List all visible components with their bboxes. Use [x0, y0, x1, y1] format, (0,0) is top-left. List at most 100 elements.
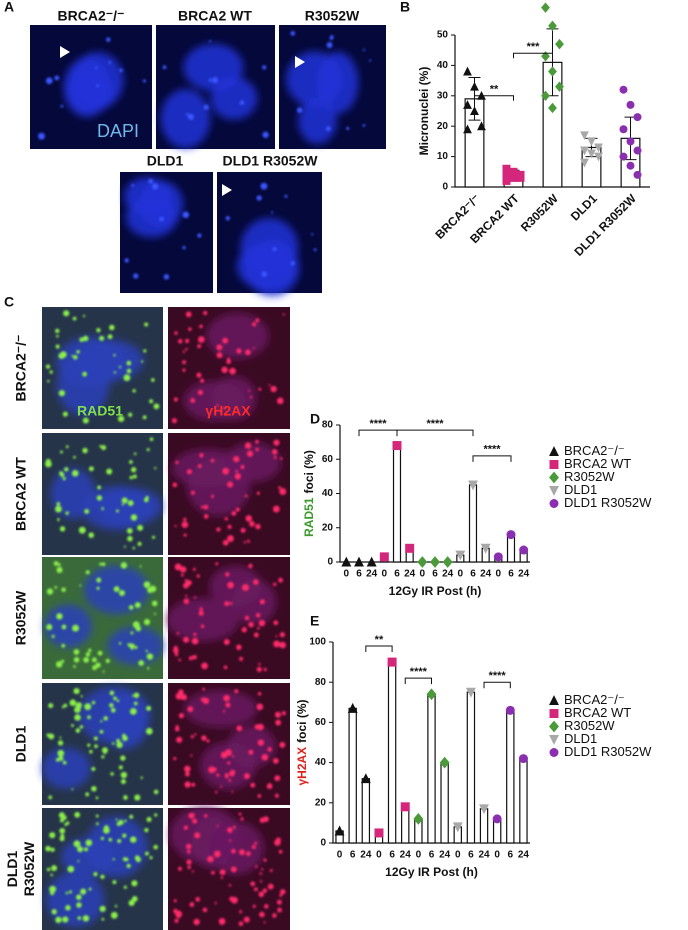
focus: [290, 31, 296, 36]
focus: [131, 880, 138, 887]
focus: [197, 233, 202, 238]
focus: [279, 488, 287, 496]
focus: [255, 523, 261, 530]
marker: [477, 121, 486, 131]
focus: [191, 637, 199, 645]
marker: [587, 149, 596, 159]
focus: [113, 586, 120, 593]
focus: [268, 383, 271, 387]
focus: [110, 772, 114, 776]
focus: [77, 860, 80, 863]
focus: [61, 587, 66, 593]
focus: [184, 771, 190, 777]
marker: [463, 124, 472, 134]
marker: [417, 556, 428, 568]
focus: [261, 271, 268, 277]
focus: [262, 131, 269, 138]
focus: [272, 505, 280, 513]
focus: [233, 456, 240, 463]
bar: [519, 757, 528, 844]
focus: [50, 873, 53, 877]
focus: [223, 665, 228, 670]
focus: [257, 794, 262, 798]
focus: [274, 775, 281, 782]
panel-letter: C: [4, 294, 14, 310]
focus: [272, 913, 277, 918]
focus: [45, 77, 53, 85]
focus: [185, 112, 189, 116]
focus: [244, 615, 250, 621]
focus: [112, 858, 115, 861]
focus: [99, 905, 106, 912]
focus: [197, 344, 202, 349]
focus: [180, 694, 188, 701]
focus: [154, 813, 158, 817]
focus: [180, 573, 184, 577]
image-label: BRCA2 WT: [178, 8, 252, 24]
focus: [88, 532, 95, 538]
focus: [254, 724, 260, 730]
marker: [555, 38, 564, 50]
row-label: R3052W: [13, 590, 29, 645]
focus: [63, 310, 70, 317]
panel-letter: B: [400, 0, 410, 15]
focus: [227, 535, 234, 542]
focus: [88, 648, 92, 653]
marker: [580, 158, 589, 168]
focus: [85, 792, 90, 797]
marker: [455, 550, 466, 561]
nucleus: [184, 690, 258, 728]
focus: [63, 703, 68, 708]
focus: [143, 618, 151, 626]
x-tick-label: 0: [455, 850, 461, 861]
focus: [183, 598, 190, 605]
focus: [224, 517, 229, 521]
focus: [235, 507, 240, 512]
marker: [516, 173, 525, 182]
marker: [360, 773, 371, 784]
y-tick-label: 100: [309, 637, 326, 648]
focus: [267, 747, 272, 752]
focus: [127, 535, 133, 542]
nucleus: [298, 97, 337, 145]
focus: [106, 468, 113, 475]
focus: [256, 703, 264, 711]
focus: [274, 793, 279, 798]
focus: [91, 766, 96, 772]
focus: [255, 612, 261, 618]
focus: [174, 652, 179, 657]
nucleus: [208, 821, 264, 875]
focus: [273, 455, 277, 459]
marker: [463, 66, 472, 76]
focus: [112, 880, 117, 885]
focus: [88, 466, 94, 472]
focus: [223, 406, 226, 410]
focus: [82, 915, 90, 922]
focus: [58, 390, 65, 397]
focus: [248, 621, 254, 628]
focus: [187, 865, 191, 870]
focus: [190, 754, 193, 757]
focus: [85, 839, 93, 847]
panel-letter: E: [310, 613, 319, 629]
nucleus: [85, 816, 148, 878]
focus: [75, 728, 81, 733]
x-tick-label: 6: [356, 569, 362, 580]
focus: [129, 814, 134, 819]
focus: [49, 885, 57, 893]
focus: [182, 368, 186, 372]
focus: [101, 917, 105, 921]
marker: [334, 825, 345, 836]
legend-label: DLD1 R3052W: [564, 744, 652, 759]
focus: [201, 662, 208, 670]
focus: [132, 474, 137, 479]
y-tick-label: 80: [322, 420, 334, 431]
focus: [99, 335, 105, 341]
focus: [210, 870, 215, 875]
bar: [466, 691, 476, 844]
x-tick-label: 6: [470, 569, 476, 580]
marker: [549, 471, 559, 484]
focus: [79, 337, 84, 343]
focus: [116, 741, 123, 749]
foci: [162, 39, 269, 138]
